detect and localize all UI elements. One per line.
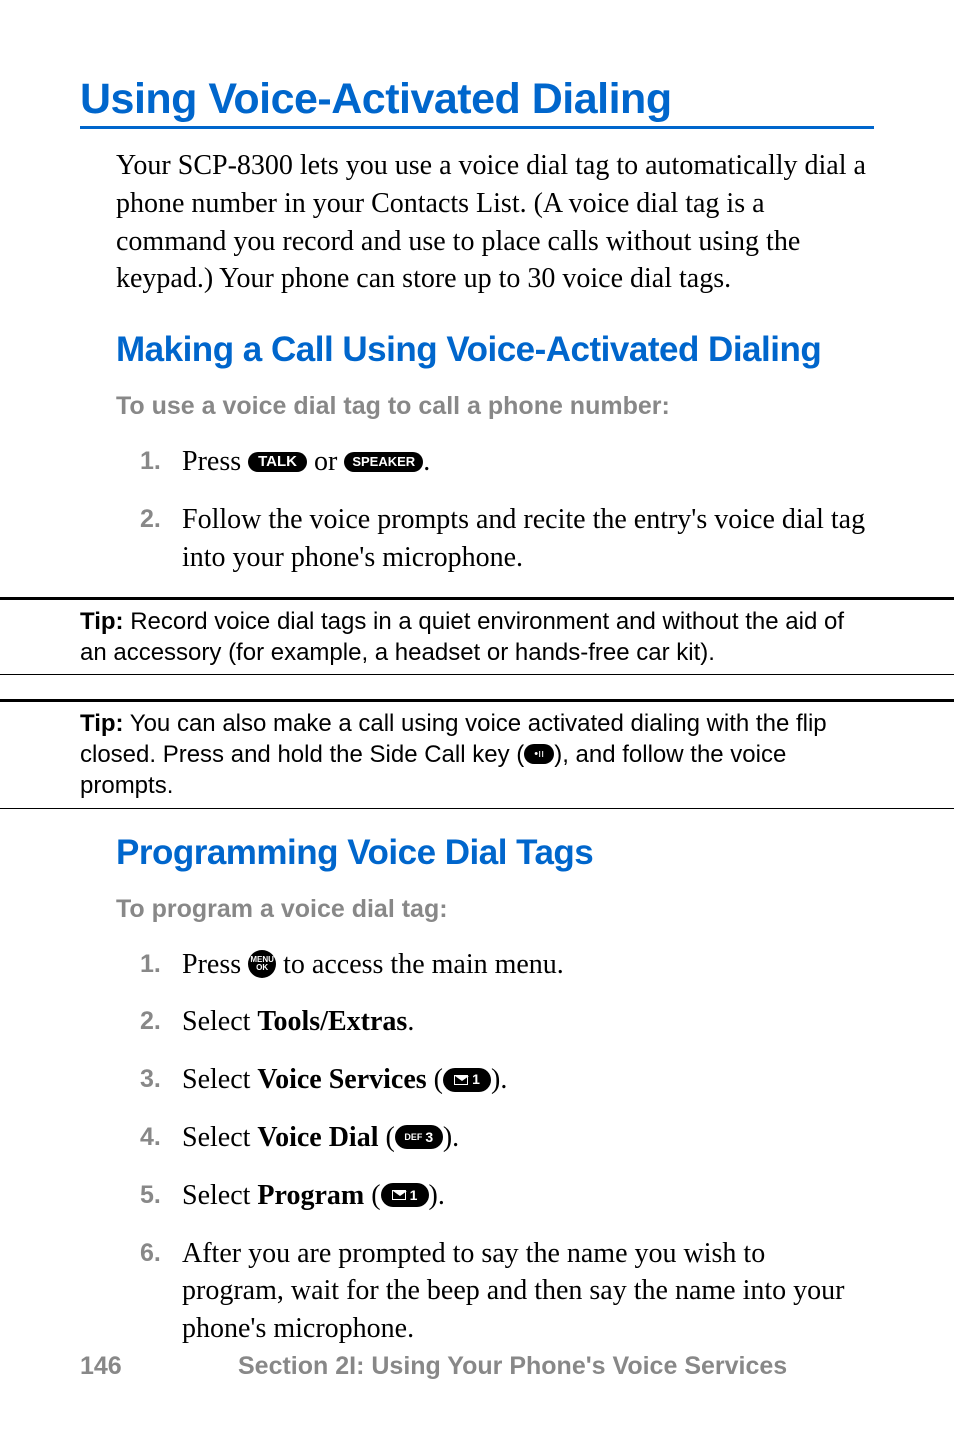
step-text: Select (182, 1064, 257, 1095)
step-text: ( (427, 1064, 443, 1095)
section-2-step-5: 5. Select Program (1). (140, 1177, 874, 1215)
step-body: Press TALK or SPEAKER. (182, 443, 874, 481)
keypad-3-icon: DEF3 (395, 1125, 443, 1149)
step-text: ( (364, 1180, 380, 1211)
section-2-step-2: 2. Select Tools/Extras. (140, 1003, 874, 1041)
step-body: After you are prompted to say the name y… (182, 1235, 874, 1348)
step-text: Select (182, 1006, 257, 1037)
step-number: 2. (140, 501, 182, 577)
step-body: Select Voice Services (1). (182, 1061, 874, 1099)
step-body: Press MENUOK to access the main menu. (182, 946, 874, 984)
menu-item-bold: Voice Dial (257, 1122, 378, 1153)
section-2-step-4: 4. Select Voice Dial (DEF3). (140, 1119, 874, 1157)
tip-label: Tip: (80, 710, 124, 737)
section-1-step-1: 1. Press TALK or SPEAKER. (140, 443, 874, 481)
step-text: Press (182, 446, 248, 477)
step-text: or (307, 446, 344, 477)
tip-text: Record voice dial tags in a quiet enviro… (80, 608, 844, 666)
step-number: 1. (140, 946, 182, 984)
tip-block-1: Tip: Record voice dial tags in a quiet e… (0, 597, 954, 675)
step-number: 6. (140, 1235, 182, 1348)
step-body: Select Program (1). (182, 1177, 874, 1215)
section-2-heading: Programming Voice Dial Tags (116, 833, 874, 873)
section-2-step-3: 3. Select Voice Services (1). (140, 1061, 874, 1099)
envelope-icon (454, 1075, 468, 1085)
step-number: 2. (140, 1003, 182, 1041)
page-number: 146 (80, 1352, 230, 1381)
step-number: 1. (140, 443, 182, 481)
page-footer: 146 Section 2I: Using Your Phone's Voice… (80, 1352, 874, 1381)
step-text: ). (443, 1122, 459, 1153)
menu-item-bold: Voice Services (257, 1064, 426, 1095)
section-2-step-6: 6. After you are prompted to say the nam… (140, 1235, 874, 1348)
keypad-1-icon: 1 (381, 1183, 429, 1207)
tip-block-2: Tip: You can also make a call using voic… (0, 699, 954, 809)
section-1-heading: Making a Call Using Voice-Activated Dial… (116, 330, 874, 370)
step-text: Select (182, 1122, 257, 1153)
step-number: 4. (140, 1119, 182, 1157)
envelope-icon (392, 1190, 406, 1200)
step-number: 3. (140, 1061, 182, 1099)
step-body: Follow the voice prompts and recite the … (182, 501, 874, 577)
step-text: ). (491, 1064, 507, 1095)
menu-item-bold: Program (257, 1180, 364, 1211)
menu-ok-key-icon: MENUOK (248, 950, 276, 978)
page-title: Using Voice-Activated Dialing (80, 75, 874, 129)
step-number: 5. (140, 1177, 182, 1215)
step-text: . (407, 1006, 414, 1037)
step-body: Select Voice Dial (DEF3). (182, 1119, 874, 1157)
side-call-key-icon: •ıı (524, 744, 554, 764)
intro-paragraph: Your SCP-8300 lets you use a voice dial … (116, 147, 874, 298)
step-text: Press (182, 949, 248, 980)
section-1-step-2: 2. Follow the voice prompts and recite t… (140, 501, 874, 577)
menu-item-bold: Tools/Extras (257, 1006, 407, 1037)
footer-section-label: Section 2I: Using Your Phone's Voice Ser… (230, 1352, 874, 1381)
keypad-1-icon: 1 (443, 1068, 491, 1092)
step-text: . (423, 446, 430, 477)
tip-label: Tip: (80, 608, 124, 635)
speaker-key-icon: SPEAKER (344, 452, 423, 472)
step-text: ( (379, 1122, 395, 1153)
section-1-lead: To use a voice dial tag to call a phone … (116, 392, 874, 421)
step-text: ). (429, 1180, 445, 1211)
step-body: Select Tools/Extras. (182, 1003, 874, 1041)
talk-key-icon: TALK (248, 452, 307, 472)
step-text: Select (182, 1180, 257, 1211)
step-text: to access the main menu. (276, 949, 564, 980)
section-2-lead: To program a voice dial tag: (116, 895, 874, 924)
section-2-step-1: 1. Press MENUOK to access the main menu. (140, 946, 874, 984)
